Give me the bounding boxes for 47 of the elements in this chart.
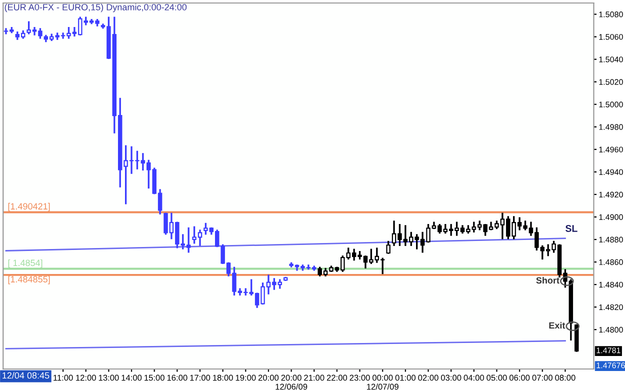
y-tick-label: 1.5040	[599, 56, 623, 62]
x-tick-label: 07:00	[532, 374, 552, 381]
x-tick-label: 22:00	[326, 374, 348, 381]
text: 12/04 08:45	[2, 372, 50, 379]
x-tick-label: 05:00	[486, 374, 507, 381]
x-tick-label: 08:00	[555, 374, 576, 381]
x-tick-label: 16:00	[167, 374, 188, 381]
ref-line-label: [1.484855]	[8, 276, 50, 284]
x-tick-label: 12:00	[76, 374, 96, 381]
candlestick	[386, 240, 390, 254]
annotation: SL	[565, 225, 578, 232]
y-tick-label: 1.5020	[599, 79, 623, 85]
y-tick-label: 1.4980	[599, 124, 623, 130]
ref-line-label: [1.490421]	[8, 202, 50, 212]
x-tick-label: 02:00	[418, 374, 438, 381]
x-tick-label: 11:00	[54, 374, 73, 381]
x-tick-label: 01:00	[395, 374, 416, 381]
x-tick-label: 17:00	[190, 374, 210, 381]
y-tick-label: 1.4960	[599, 146, 623, 152]
x-tick-label: 06:00	[509, 374, 530, 381]
x-tick-label: 04:00	[464, 374, 484, 381]
x-tick-label: 21:00	[304, 374, 324, 381]
y-tick-label: 1.4820	[599, 304, 623, 310]
x-tick-label: 18:00	[213, 374, 233, 381]
annotation: Exit	[549, 322, 566, 329]
y-tick-label: 1.4840	[599, 282, 623, 288]
x-tick-label: 23:00	[350, 374, 370, 381]
y-tick-label: 1.4860	[599, 259, 623, 266]
y-tick-label: 1.5060	[599, 34, 623, 40]
x-tick-label: 15:00	[144, 374, 164, 381]
x-tick-label: 14:00	[122, 374, 142, 381]
y-tick-label: 1.5000	[599, 102, 623, 108]
text: 1.47676	[596, 362, 625, 368]
ref-line-label: [ 1.4854]	[8, 259, 42, 268]
y-tick-label: 1.4880	[599, 236, 623, 242]
y-tick-label: 1.4800	[599, 326, 623, 333]
y-tick-label: 1.4940	[599, 169, 623, 175]
x-tick-label: 20:00	[258, 374, 279, 381]
x-tick-label: 13:00	[98, 374, 119, 381]
y-tick-label: 1.4900	[599, 214, 623, 220]
chart-title: (EUR A0-FX - EURO,15) Dynamic,0:00-24:00	[4, 4, 187, 12]
text: 1.4781	[596, 348, 620, 354]
x-tick-label: 19:00	[236, 374, 256, 381]
y-tick-label: 1.4920	[599, 192, 623, 198]
x-tick-label: 03:00	[440, 374, 462, 381]
y-tick-label: 1.5080	[599, 12, 623, 18]
annotation: Short	[536, 276, 560, 284]
